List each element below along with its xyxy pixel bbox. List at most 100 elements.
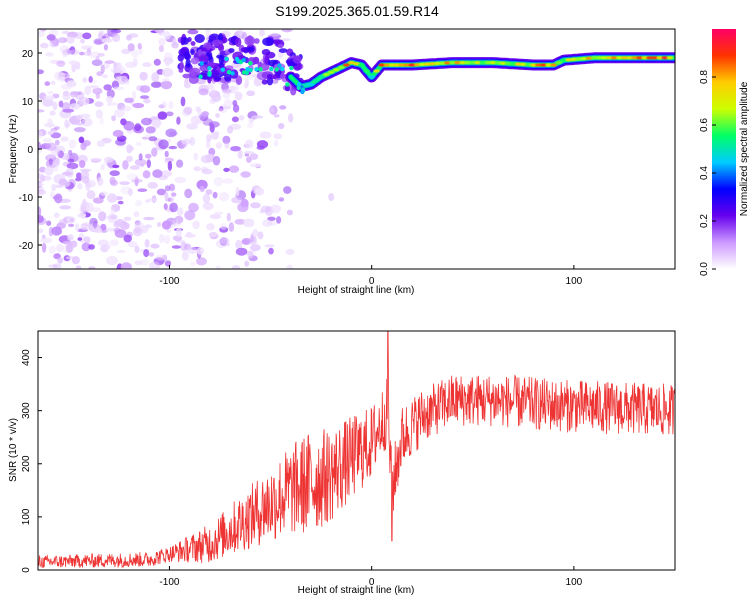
- noise-blob: [106, 255, 118, 266]
- track-peak: [332, 68, 340, 72]
- track-peak: [631, 56, 638, 60]
- track-peak: [540, 63, 547, 67]
- noise-blob: [58, 100, 64, 108]
- track-blob: [261, 79, 268, 85]
- snr-x-label: Height of straight line (km): [298, 585, 415, 596]
- track-blob: [190, 41, 196, 46]
- y-tick-label: 300: [21, 402, 32, 419]
- track-peak: [439, 61, 446, 65]
- spectrogram-y-ticks: -20 -10 0 10 20: [19, 49, 42, 252]
- track-blob: [224, 73, 232, 82]
- noise-blob: [135, 142, 142, 146]
- noise-blob: [65, 122, 71, 127]
- track-peak: [666, 56, 674, 60]
- noise-blob: [84, 85, 92, 96]
- noise-blob: [98, 211, 107, 222]
- noise-blob: [219, 237, 230, 244]
- noise-blob: [180, 96, 186, 107]
- track-blob: [185, 58, 191, 68]
- noise-blob: [205, 139, 211, 149]
- track-dot: [300, 89, 305, 95]
- noise-blob: [127, 43, 135, 52]
- noise-blob: [184, 188, 193, 199]
- track-dot: [224, 56, 229, 61]
- noise-blob: [232, 86, 238, 95]
- noise-blob: [209, 123, 215, 133]
- colorbar-tick-label: 0.4: [699, 166, 710, 180]
- noise-blob: [73, 32, 85, 39]
- noise-blob: [49, 190, 55, 199]
- noise-blob: [85, 202, 94, 213]
- noise-blob: [190, 261, 196, 266]
- noise-blob: [227, 125, 234, 134]
- track-peak: [610, 56, 618, 60]
- noise-blob: [88, 244, 95, 250]
- noise-blob: [267, 216, 276, 221]
- track-peak: [590, 56, 598, 60]
- track-blob: [194, 34, 205, 43]
- noise-blob: [38, 130, 43, 139]
- noise-blob: [125, 155, 134, 163]
- noise-blob: [121, 75, 128, 80]
- noise-blob: [134, 200, 143, 207]
- noise-blob: [120, 262, 132, 269]
- noise-blob: [172, 219, 179, 225]
- noise-blob: [213, 131, 220, 136]
- noise-blob: [158, 104, 165, 109]
- noise-blob: [97, 239, 109, 247]
- track-dot: [207, 66, 212, 71]
- noise-blob: [165, 111, 174, 117]
- noise-blob: [94, 101, 104, 107]
- noise-blob: [193, 166, 201, 172]
- noise-blob: [165, 128, 177, 138]
- noise-blob: [248, 242, 259, 246]
- track-peak: [535, 63, 542, 67]
- noise-blob: [96, 140, 105, 147]
- noise-blob: [202, 193, 211, 204]
- noise-blob: [246, 90, 256, 97]
- noise-blob: [148, 136, 158, 142]
- noise-blob: [215, 113, 221, 118]
- noise-blob: [231, 116, 239, 123]
- noise-blob: [163, 203, 168, 210]
- noise-blob: [183, 106, 193, 115]
- track-blob: [264, 55, 270, 65]
- track-peak: [358, 63, 365, 67]
- noise-blob: [237, 202, 249, 213]
- track-peak: [560, 58, 568, 62]
- track-peak: [575, 57, 583, 61]
- track-blob: [284, 85, 290, 92]
- noise-blob: [164, 235, 170, 245]
- spectrogram-y-label: Frequency (Hz): [8, 115, 19, 184]
- noise-blob: [158, 38, 166, 46]
- noise-blob: [214, 211, 224, 215]
- track-peak: [545, 63, 552, 67]
- noise-blob: [54, 193, 63, 204]
- noise-blob: [47, 153, 53, 159]
- noise-blob: [162, 77, 170, 82]
- track-blob: [188, 67, 201, 76]
- noise-blob: [58, 178, 68, 186]
- track-peak: [656, 56, 664, 60]
- track-peak: [322, 73, 330, 77]
- spectrogram-x-ticks: -100 0 100: [159, 265, 583, 287]
- noise-blob: [196, 179, 208, 190]
- noise-blob: [189, 136, 196, 146]
- noise-blob: [39, 166, 46, 173]
- colorbar-label: Normalized spectral amplitude: [739, 81, 750, 216]
- noise-blob: [218, 192, 230, 202]
- noise-blob: [232, 104, 240, 113]
- noise-blob: [137, 42, 142, 50]
- noise-blob: [187, 29, 199, 35]
- noise-blob: [131, 49, 139, 58]
- noise-blob: [148, 252, 155, 257]
- noise-blob: [208, 231, 218, 238]
- noise-blob: [157, 111, 168, 120]
- noise-blob: [201, 111, 209, 117]
- noise-blob: [240, 171, 251, 178]
- x-tick-label: 100: [566, 577, 583, 588]
- noise-blob: [247, 122, 254, 129]
- noise-blob: [209, 213, 222, 220]
- track-peak: [317, 75, 325, 79]
- track-peak: [595, 56, 603, 60]
